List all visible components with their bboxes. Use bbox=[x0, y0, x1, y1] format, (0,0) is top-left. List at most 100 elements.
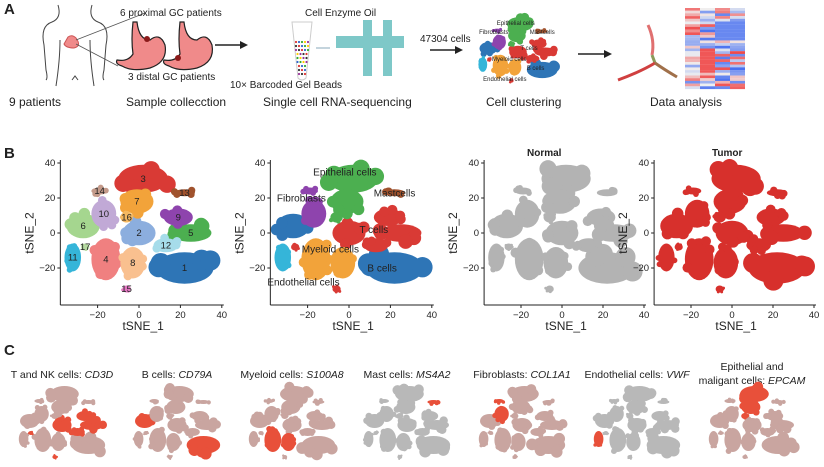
arrow-icon bbox=[430, 46, 463, 54]
cluster-5-lobe bbox=[98, 420, 108, 430]
mini-label: B cells bbox=[527, 66, 545, 72]
panel-c-label: C bbox=[4, 342, 15, 359]
gene-name: EPCAM bbox=[768, 375, 806, 387]
cluster-17-lobe bbox=[27, 432, 30, 435]
cluster-15-lobe bbox=[334, 290, 338, 294]
heatmap-cell bbox=[715, 10, 730, 14]
mini-label: Epithelial cells bbox=[497, 21, 535, 27]
cluster-9-lobe bbox=[314, 409, 321, 416]
cluster-8-lobe bbox=[510, 444, 516, 450]
heatmap-cell bbox=[715, 67, 730, 71]
cluster-11-lobe bbox=[132, 437, 137, 441]
heatmap-cell bbox=[700, 43, 715, 46]
heatmap-cell bbox=[715, 72, 730, 76]
cluster-2-lobe bbox=[510, 52, 517, 59]
heatmap-cell bbox=[715, 56, 730, 60]
cluster-17-lobe bbox=[719, 430, 722, 433]
human-body-icon bbox=[42, 4, 108, 87]
y-tick-label: −20 bbox=[39, 263, 55, 274]
cluster-13-lobe bbox=[81, 400, 86, 406]
cluster-16-lobe bbox=[119, 214, 125, 220]
cluster-2-lobe bbox=[637, 425, 644, 433]
cluster-5-lobe bbox=[423, 419, 432, 428]
cluster-7-lobe bbox=[119, 192, 132, 205]
marker-title: T and NK cells: CD3D bbox=[11, 369, 114, 381]
cluster-10-lobe bbox=[607, 411, 613, 417]
cluster-7-lobe bbox=[65, 404, 73, 412]
cluster-label: 13 bbox=[179, 188, 190, 199]
cluster-5-lobe bbox=[550, 45, 558, 54]
cluster-8-lobe bbox=[625, 433, 631, 439]
cluster-6-lobe bbox=[276, 229, 289, 241]
cluster-15-lobe bbox=[548, 290, 552, 294]
cluster-10-lobe bbox=[722, 414, 728, 420]
cluster-15-lobe bbox=[282, 457, 285, 460]
cluster-4-lobe bbox=[31, 433, 38, 440]
gel-bead bbox=[305, 60, 308, 64]
heatmap-cell bbox=[700, 45, 715, 49]
cluster-11-lobe bbox=[710, 444, 714, 449]
step-data-analysis: Data analysis bbox=[650, 95, 722, 109]
cluster-9-lobe bbox=[172, 218, 183, 229]
cluster-label: 17 bbox=[80, 242, 91, 253]
cluster-9-lobe bbox=[762, 220, 773, 231]
cluster-16-lobe bbox=[280, 413, 283, 417]
cluster-3-lobe bbox=[114, 174, 132, 192]
cluster-13-lobe bbox=[206, 400, 211, 405]
cluster-3-lobe bbox=[645, 389, 656, 400]
cluster-8-lobe bbox=[745, 430, 751, 437]
cluster-3-lobe bbox=[398, 383, 410, 394]
cluster-5-lobe bbox=[373, 225, 389, 241]
panel-a-label: A bbox=[4, 1, 15, 18]
cluster-11-lobe bbox=[285, 262, 292, 269]
cluster-13-lobe bbox=[774, 191, 782, 200]
heatmap-cell bbox=[715, 59, 730, 63]
beads-label: 10× Barcoded Gel Beads bbox=[230, 80, 342, 91]
cluster-1-lobe bbox=[794, 256, 815, 277]
cluster-11-lobe bbox=[367, 443, 371, 448]
cluster-12-lobe bbox=[540, 428, 546, 434]
cluster-17-lobe bbox=[372, 433, 375, 436]
cluster-4-lobe bbox=[514, 248, 525, 259]
proximal-label: 6 proximal GC patients bbox=[120, 8, 222, 19]
cluster-6-lobe bbox=[484, 40, 491, 47]
cluster-12-lobe bbox=[299, 429, 305, 435]
heatmap-cell bbox=[730, 53, 745, 57]
x-tick-label: 20 bbox=[385, 310, 396, 321]
y-tick-label: −20 bbox=[633, 263, 649, 274]
cluster-12-lobe bbox=[648, 432, 654, 438]
cluster-14-lobe bbox=[730, 398, 734, 402]
cluster-10-lobe bbox=[500, 36, 506, 41]
x-tick-label: 20 bbox=[175, 310, 186, 321]
cluster-17-lobe bbox=[81, 244, 85, 247]
cluster-17-lobe bbox=[717, 432, 720, 435]
cluster-16-lobe bbox=[286, 414, 289, 418]
cluster-10-lobe bbox=[519, 195, 528, 205]
cluster-14-lobe bbox=[155, 400, 159, 404]
cluster-8-lobe bbox=[513, 447, 519, 453]
cluster-2-lobe bbox=[753, 418, 761, 425]
cluster-12-lobe bbox=[188, 433, 194, 439]
cluster-7-lobe bbox=[520, 408, 528, 416]
cluster-12-lobe bbox=[424, 427, 430, 433]
cluster-5-lobe bbox=[797, 225, 812, 240]
heatmap-cell bbox=[715, 45, 730, 49]
cluster-4-lobe bbox=[321, 239, 332, 250]
cluster-9-lobe bbox=[600, 206, 611, 217]
cluster-12-lobe bbox=[765, 432, 771, 438]
cluster-9-lobe bbox=[85, 415, 92, 422]
cluster-17-lobe bbox=[294, 248, 298, 252]
cluster-3-lobe bbox=[284, 381, 295, 392]
gel-bead bbox=[294, 40, 298, 44]
cluster-5-lobe bbox=[540, 52, 548, 61]
cluster-13-lobe bbox=[187, 190, 195, 199]
cluster-15-lobe bbox=[338, 289, 342, 293]
cluster-10-lobe bbox=[612, 405, 618, 411]
cluster-15-lobe bbox=[515, 455, 518, 458]
heatmap-cell bbox=[685, 43, 700, 46]
cluster-11-lobe bbox=[256, 437, 261, 441]
heatmap-cell bbox=[715, 80, 730, 84]
cluster-15-lobe bbox=[167, 454, 170, 457]
heatmap-cell bbox=[700, 32, 715, 36]
cluster-5-lobe bbox=[89, 425, 98, 434]
